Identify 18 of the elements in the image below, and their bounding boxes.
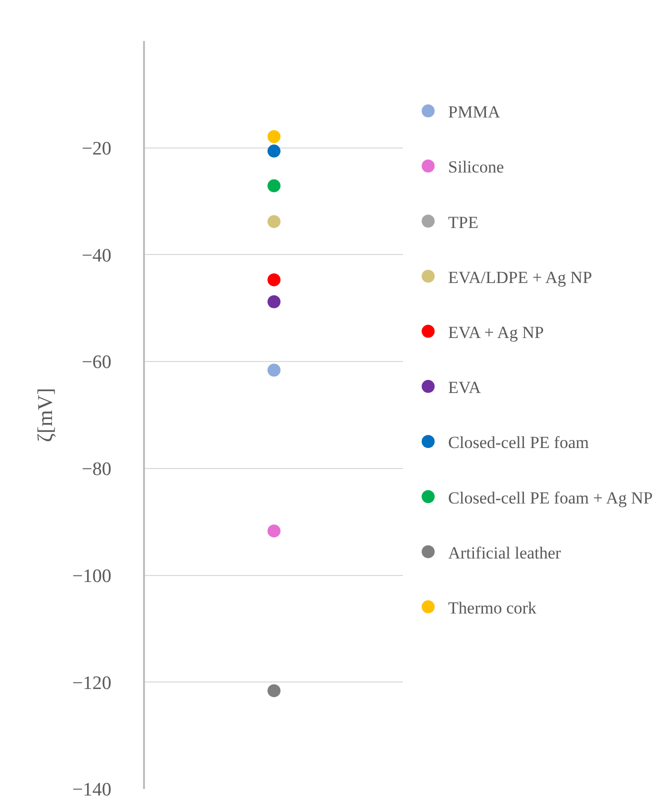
y-axis-title: ζ[mV]: [32, 388, 57, 442]
legend-label: PMMA: [448, 102, 501, 122]
legend-label: EVA + Ag NP: [448, 322, 544, 342]
legend-label: Silicone: [448, 158, 504, 177]
y-tick-label: −20: [82, 138, 112, 160]
y-tick-label: −80: [82, 459, 112, 480]
y-tick-label: −60: [82, 352, 112, 374]
legend-label: Closed-cell PE foam + Ag NP: [448, 488, 653, 508]
legend-label: TPE: [448, 212, 478, 232]
legend-label: EVA: [448, 378, 482, 398]
y-tick-label: −40: [82, 245, 112, 266]
y-tick-label: −120: [72, 672, 112, 694]
legend-label: Thermo cork: [448, 598, 537, 618]
y-tick-label: −140: [72, 780, 112, 801]
legend-label: Artificial leather: [448, 543, 562, 562]
y-tick-label: −100: [72, 566, 112, 587]
legend-label: Closed-cell PE foam: [448, 433, 589, 452]
legend-label: EVA/LDPE + Ag NP: [448, 268, 592, 287]
